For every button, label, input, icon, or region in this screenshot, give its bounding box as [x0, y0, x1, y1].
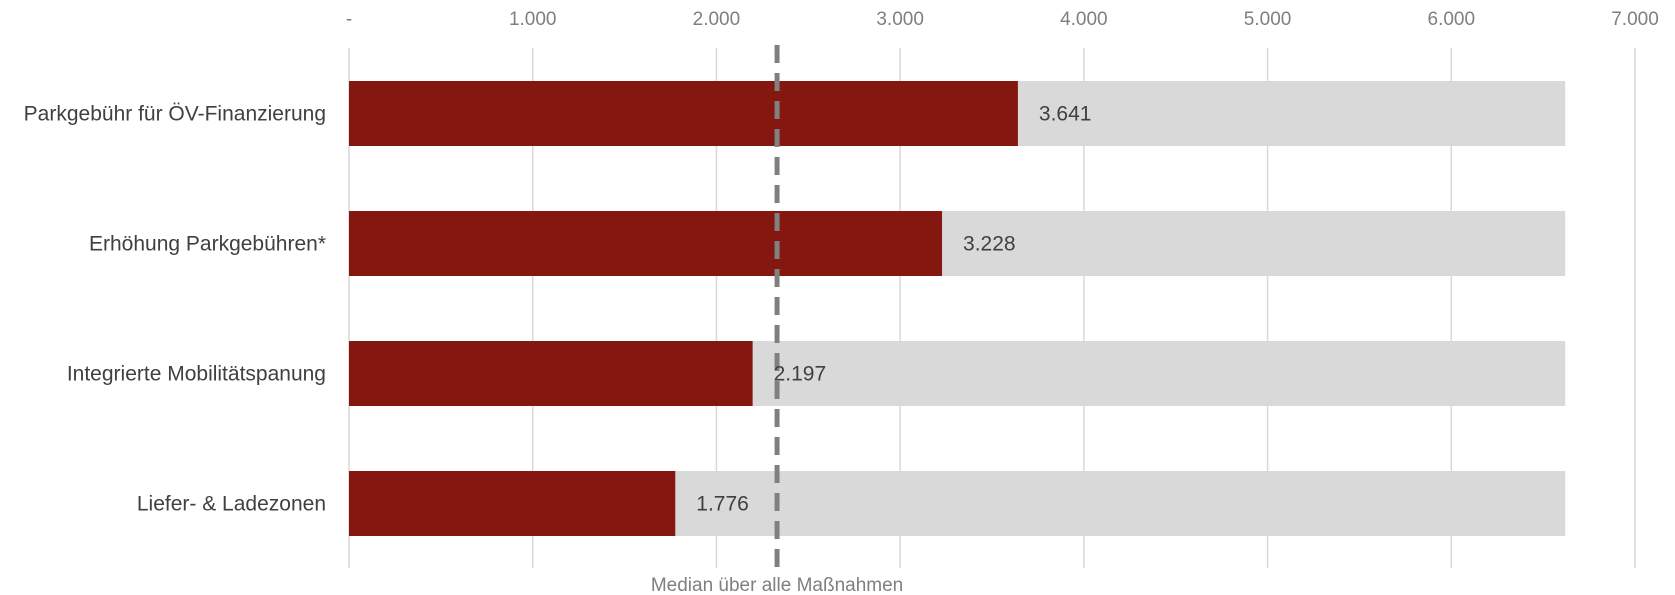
value-bars: [349, 81, 1018, 536]
x-tick-label: 7.000: [1611, 9, 1659, 30]
value-label: 3.228: [963, 233, 1016, 256]
bar: [349, 81, 1018, 146]
x-tick-label: -: [346, 9, 352, 30]
value-label: 1.776: [696, 493, 749, 516]
background-bars: [349, 81, 1566, 536]
value-label: 2.197: [774, 363, 827, 386]
x-tick-label: 1.000: [509, 9, 557, 30]
category-label: Erhöhung Parkgebühren*: [89, 233, 326, 256]
value-labels: 3.641 3.228 2.197 1.776: [696, 103, 1091, 516]
x-tick-label: 4.000: [1060, 9, 1108, 30]
x-tick-label: 5.000: [1244, 9, 1292, 30]
category-label: Integrierte Mobilitätspanung: [67, 363, 326, 386]
category-label: Liefer- & Ladezonen: [137, 493, 326, 516]
x-tick-label: 2.000: [693, 9, 741, 30]
x-tick-label: 3.000: [876, 9, 924, 30]
x-axis-tick-labels: - 1.000 2.000 3.000 4.000 5.000 6.000 7.000: [346, 9, 1659, 30]
bar: [349, 471, 676, 536]
median-label: Median über alle Maßnahmen: [651, 575, 903, 595]
category-labels: Parkgebühr für ÖV-Finanzierung Erhöhung P…: [24, 103, 326, 516]
category-label: Parkgebühr für ÖV-Finanzierung: [24, 103, 326, 126]
value-label: 3.641: [1039, 103, 1092, 126]
bar: [349, 211, 943, 276]
bar: [349, 341, 753, 406]
x-tick-label: 6.000: [1428, 9, 1476, 30]
median-marker: Median über alle Maßnahmen: [651, 45, 903, 595]
